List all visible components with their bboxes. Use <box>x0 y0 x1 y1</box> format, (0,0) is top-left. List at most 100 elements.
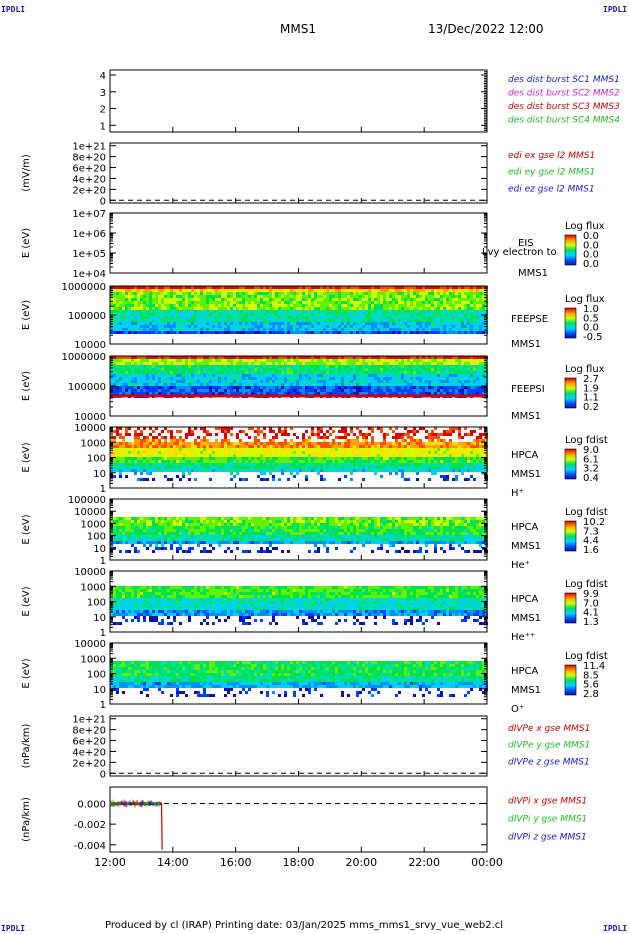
spectrogram-cell <box>221 295 224 298</box>
spectrogram-cell <box>206 463 209 466</box>
spectrogram-cell <box>233 466 236 469</box>
spectrogram-cell <box>149 368 152 371</box>
spectrogram-cell <box>398 356 401 359</box>
spectrogram-cell <box>422 362 425 365</box>
spectrogram-cell <box>365 377 368 380</box>
spectrogram-cell <box>131 313 134 316</box>
y-tick-label: 1e+05 <box>72 249 106 260</box>
spectrogram-cell <box>455 328 458 331</box>
spectrogram-cell <box>329 392 332 395</box>
spectrogram-cell <box>158 322 161 325</box>
spectrogram-cell <box>233 380 236 383</box>
spectrogram-cell <box>161 331 164 334</box>
spectrogram-cell <box>194 289 197 292</box>
spectrogram-cell <box>188 377 191 380</box>
spectrogram-cell <box>275 365 278 368</box>
spectrogram-cell <box>413 289 416 292</box>
spectrogram-cell <box>401 374 404 377</box>
spectrogram-cell <box>164 325 167 328</box>
spectrogram-cell <box>116 433 119 436</box>
spectrogram-cell <box>149 439 152 442</box>
spectrogram-cell <box>233 301 236 304</box>
spectrogram-cell <box>275 454 278 457</box>
spectrogram-cell <box>218 328 221 331</box>
spectrogram-cell <box>359 292 362 295</box>
spectrogram-cell <box>230 319 233 322</box>
y-tick-label: 1000000 <box>61 282 106 293</box>
spectrogram-cell <box>200 331 203 334</box>
spectrogram-cell <box>422 298 425 301</box>
spectrogram-cell <box>341 365 344 368</box>
spectrogram-cell <box>335 310 338 313</box>
spectrogram-cell <box>380 313 383 316</box>
spectrogram-cell <box>296 319 299 322</box>
y-tick-label: 4 <box>100 71 106 82</box>
spectrogram-cell <box>218 392 221 395</box>
spectrogram-cell <box>116 445 119 448</box>
spectrogram-cell <box>197 442 200 445</box>
spectrogram-cell <box>119 286 122 289</box>
spectrogram-cell <box>191 389 194 392</box>
spectrogram-cell <box>218 448 221 451</box>
spectrogram-cell <box>236 442 239 445</box>
spectrogram-cell <box>125 451 128 454</box>
spectrogram-cell <box>248 286 251 289</box>
spectrogram-cell <box>143 445 146 448</box>
spectrogram-cell <box>224 469 227 472</box>
spectrogram-cell <box>314 325 317 328</box>
spectrogram-cell <box>368 377 371 380</box>
spectrogram-cell <box>278 448 281 451</box>
spectrogram-cell <box>419 292 422 295</box>
spectrogram-cell <box>428 310 431 313</box>
spectrogram-cell <box>245 377 248 380</box>
spectrogram-cell <box>149 292 152 295</box>
spectrogram-cell <box>167 313 170 316</box>
spectrogram-cell <box>278 377 281 380</box>
spectrogram-cell <box>425 289 428 292</box>
spectrogram-cell <box>401 325 404 328</box>
spectrogram-cell <box>410 328 413 331</box>
spectrogram-cell <box>149 389 152 392</box>
spectrogram-cell <box>200 298 203 301</box>
spectrogram-cell <box>125 289 128 292</box>
spectrogram-cell <box>134 298 137 301</box>
spectrogram-cell <box>242 383 245 386</box>
spectrogram-cell <box>224 451 227 454</box>
spectrogram-cell <box>185 295 188 298</box>
spectrogram-cell <box>263 374 266 377</box>
spectrogram-cell <box>272 377 275 380</box>
spectrogram-cell <box>329 457 332 460</box>
spectrogram-cell <box>272 392 275 395</box>
spectrogram-cell <box>203 307 206 310</box>
spectrogram-cell <box>416 356 419 359</box>
spectrogram-cell <box>212 448 215 451</box>
spectrogram-cell <box>365 365 368 368</box>
spectrogram-cell <box>341 307 344 310</box>
spectrogram-cell <box>122 301 125 304</box>
spectrogram-cell <box>194 362 197 365</box>
spectrogram-cell <box>296 383 299 386</box>
spectrogram-cell <box>128 442 131 445</box>
spectrogram-cell <box>134 454 137 457</box>
spectrogram-cell <box>125 322 128 325</box>
spectrogram-cell <box>317 310 320 313</box>
spectrogram-cell <box>158 316 161 319</box>
spectrogram-cell <box>233 386 236 389</box>
spectrogram-cell <box>314 380 317 383</box>
spectrogram-cell <box>266 310 269 313</box>
spectrogram-cell <box>479 365 482 368</box>
spectrogram-cell <box>281 295 284 298</box>
spectrogram-cell <box>251 325 254 328</box>
spectrogram-cell <box>170 368 173 371</box>
spectrogram-cell <box>410 383 413 386</box>
spectrogram-cell <box>281 286 284 289</box>
spectrogram-cell <box>152 451 155 454</box>
spectrogram-cell <box>449 362 452 365</box>
spectrogram-cell <box>275 371 278 374</box>
spectrogram-cell <box>179 322 182 325</box>
spectrogram-cell <box>323 454 326 457</box>
spectrogram-cell <box>338 380 341 383</box>
spectrogram-cell <box>284 454 287 457</box>
spectrogram-cell <box>416 313 419 316</box>
spectrogram-cell <box>296 392 299 395</box>
